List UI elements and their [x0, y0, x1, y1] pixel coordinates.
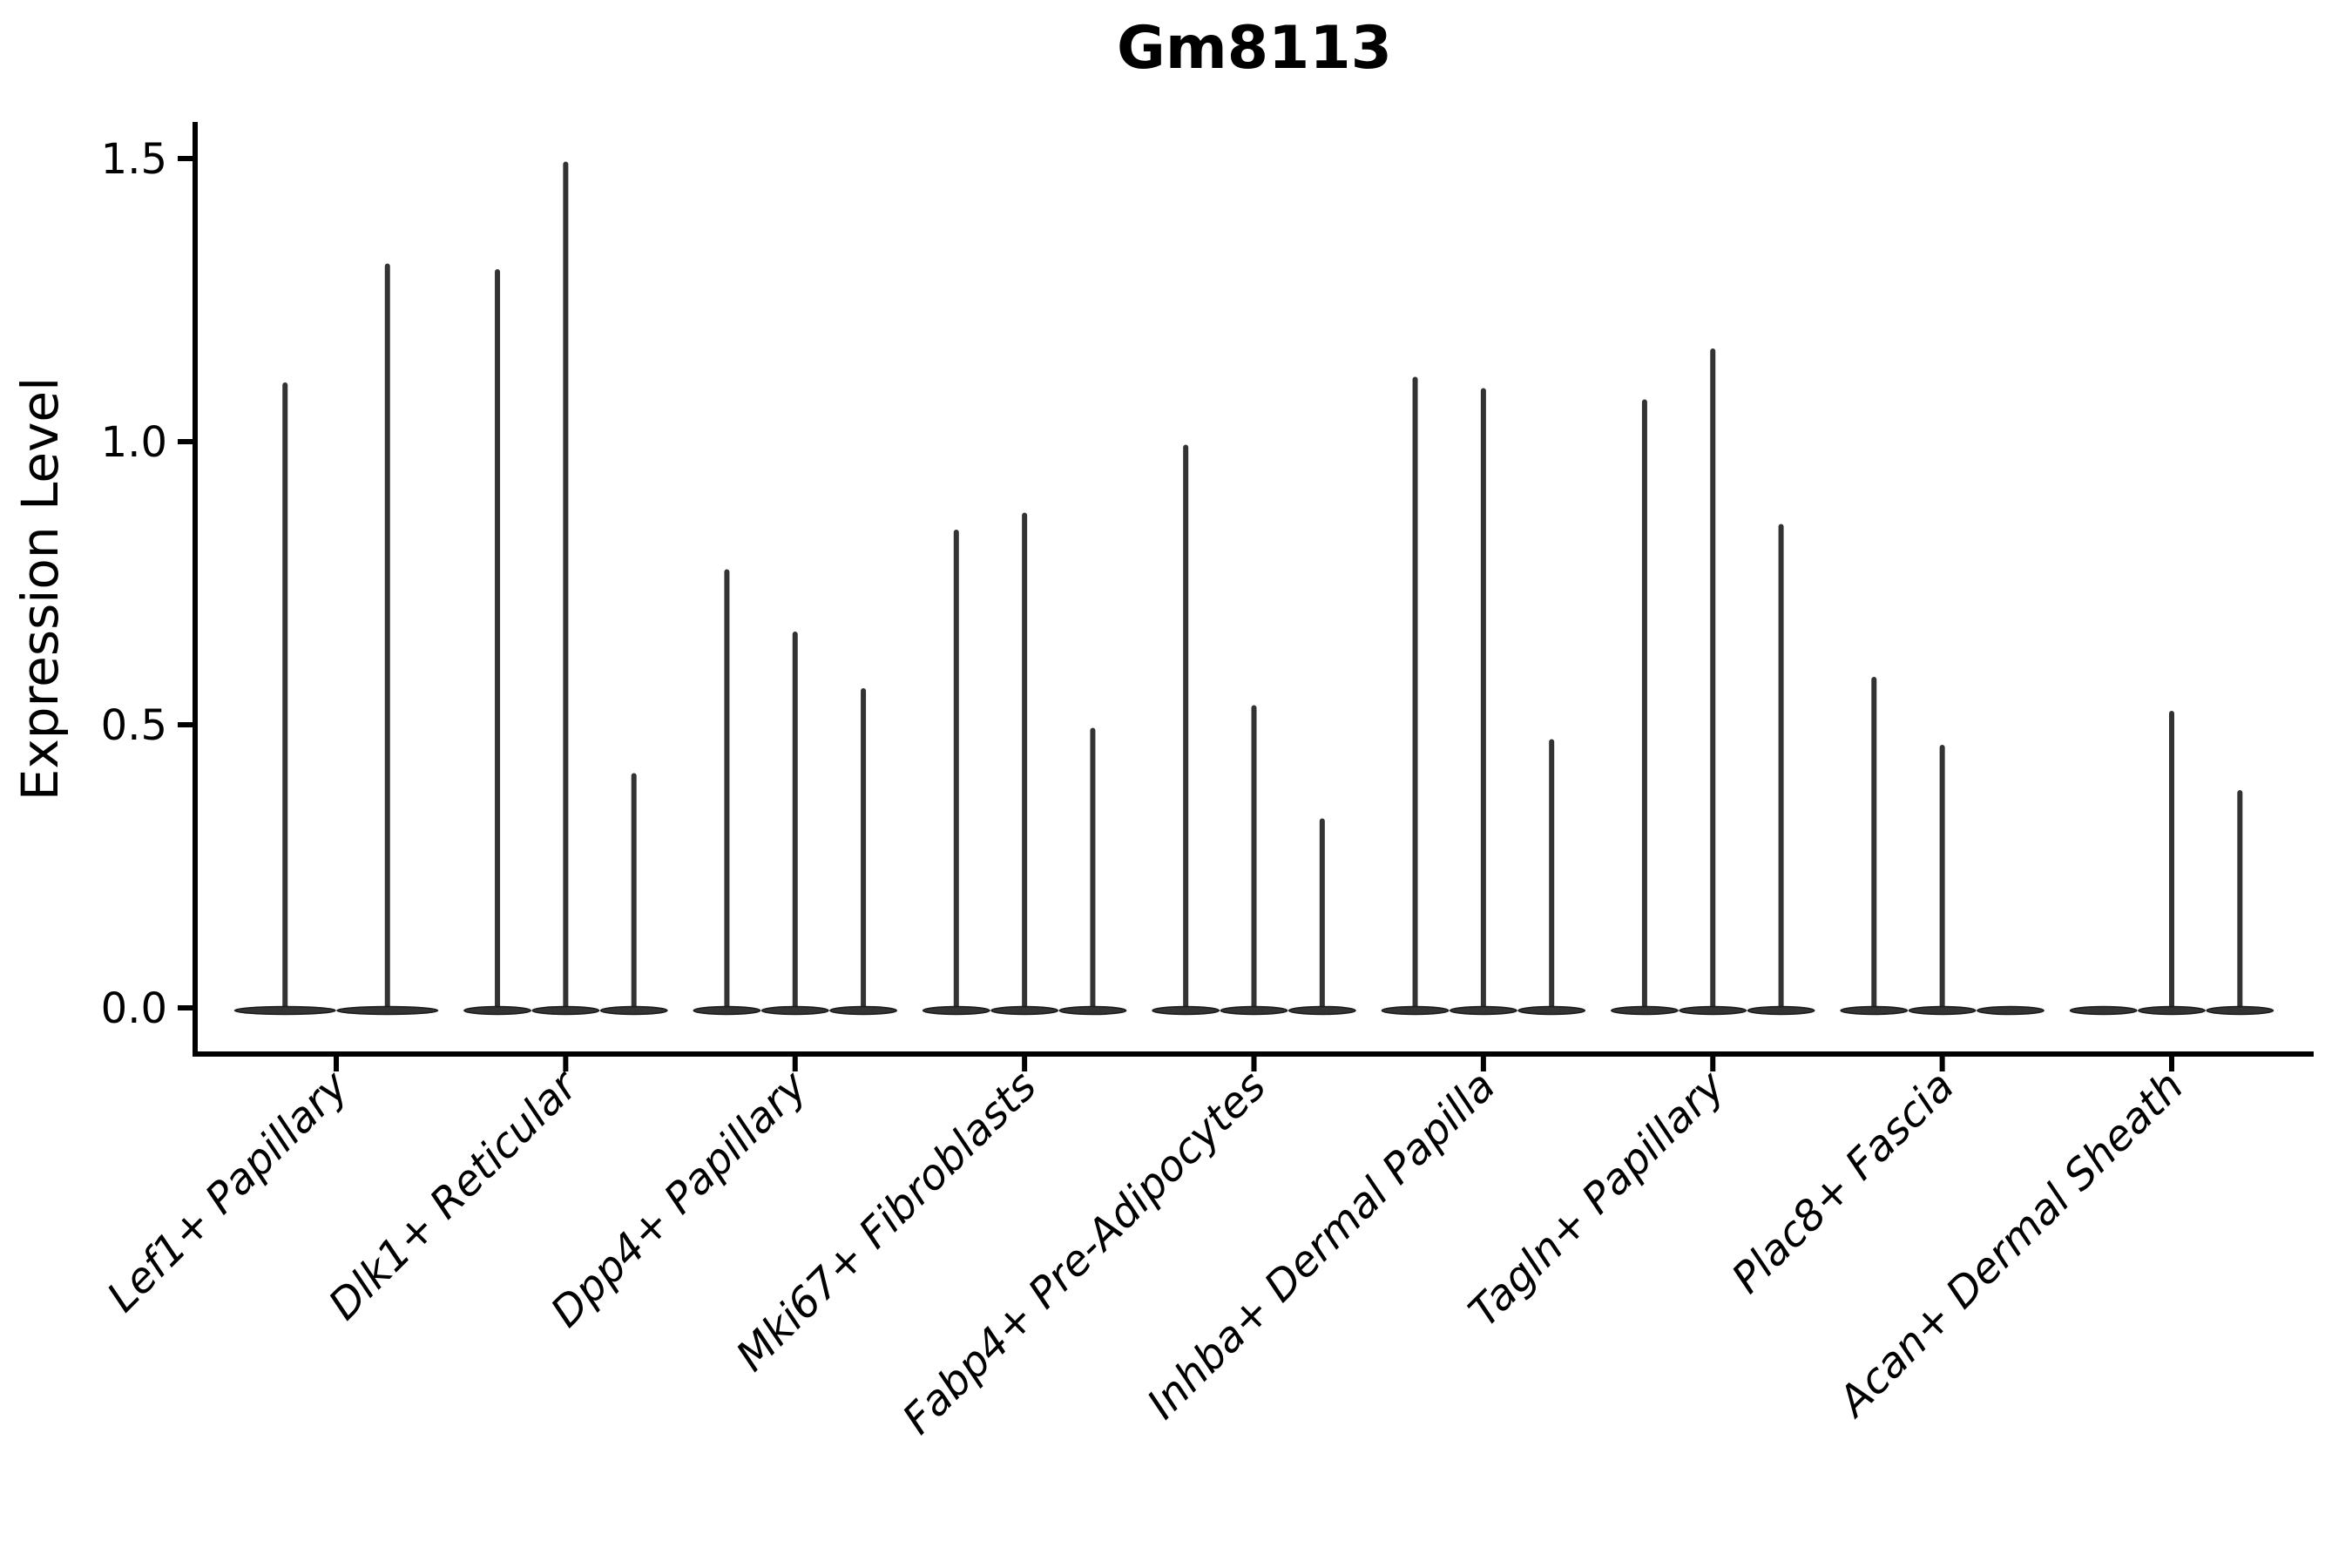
violin-base: [1381, 1005, 1450, 1016]
violin-base: [922, 1005, 990, 1016]
x-tick-label: Plac8+ Fascia: [1722, 1062, 1963, 1303]
violin-base: [1517, 1005, 1586, 1016]
violin-base: [1611, 1005, 1679, 1016]
violin-base: [2206, 1005, 2274, 1016]
x-tick-label: Fabp4+ Pre-Adipocytes: [893, 1062, 1275, 1444]
x-tick-label: Lef1+ Papillary: [98, 1061, 358, 1321]
violin-base: [760, 1005, 829, 1016]
violin-base: [1288, 1005, 1356, 1016]
violin-base: [829, 1005, 897, 1016]
violin-base: [463, 1005, 531, 1016]
violin-base: [1977, 1005, 2044, 1016]
violin-base: [2069, 1005, 2138, 1016]
y-axis-label: Expression Level: [10, 377, 70, 801]
violin-base: [1679, 1005, 1747, 1016]
violin-base: [599, 1005, 668, 1016]
violin-base: [336, 1005, 439, 1016]
y-tick-label: 1.5: [101, 135, 167, 184]
violin-base: [531, 1005, 600, 1016]
y-tick-label: 0.5: [101, 701, 167, 750]
x-tick-label: Dpp4+ Papillary: [542, 1061, 817, 1336]
violin-base: [1747, 1005, 1815, 1016]
violin-base: [1152, 1005, 1220, 1016]
violin-base: [1840, 1005, 1909, 1016]
x-tick-label: Tagln+ Papillary: [1460, 1061, 1735, 1336]
y-tick-label: 0.0: [101, 984, 167, 1033]
violin-base: [1908, 1005, 1977, 1016]
y-tick-label: 1.0: [101, 418, 167, 467]
violin-base: [693, 1005, 761, 1016]
x-tick-label: Dlk1+ Reticular: [320, 1060, 590, 1330]
violin-base: [233, 1005, 336, 1016]
violin-base: [990, 1005, 1059, 1016]
violin-base: [2138, 1005, 2206, 1016]
chart-title: Gm8113: [1117, 14, 1392, 83]
violin-base: [1220, 1005, 1288, 1016]
violin-base: [1058, 1005, 1127, 1016]
violin-base: [1449, 1005, 1517, 1016]
